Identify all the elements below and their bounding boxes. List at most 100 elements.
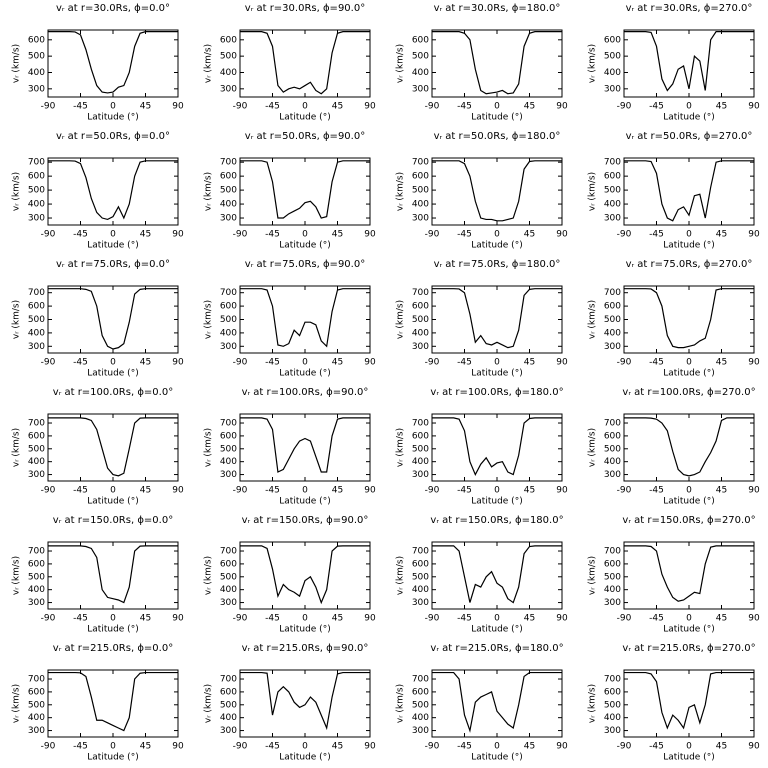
x-tick-label: 45: [140, 486, 151, 496]
panel-title: vᵣ at r=50.0Rs, ϕ=180.0°: [434, 131, 561, 142]
x-tick-label: -90: [41, 358, 56, 368]
x-tick-label: 90: [364, 230, 376, 240]
y-tick-label: 400: [220, 457, 237, 467]
x-tick-label: -45: [73, 102, 88, 112]
y-tick-label: 400: [220, 68, 237, 78]
y-tick-label: 400: [604, 68, 621, 78]
x-tick-label: 45: [332, 102, 343, 112]
panel-title: vᵣ at r=215.0Rs, ϕ=0.0°: [53, 643, 173, 654]
x-tick-label: -90: [233, 742, 248, 752]
y-axis-label: vᵣ (km/s): [396, 684, 406, 723]
y-tick-label: 300: [28, 214, 45, 224]
y-tick-label: 600: [604, 687, 621, 697]
x-axis-label: Latitude (°): [87, 369, 138, 379]
y-tick-label: 600: [220, 687, 237, 697]
y-tick-label: 500: [220, 700, 237, 710]
x-tick-label: 90: [364, 102, 376, 112]
x-tick-label: 90: [748, 614, 760, 624]
y-tick-label: 600: [412, 302, 429, 312]
x-tick-label: 45: [716, 102, 727, 112]
y-tick-label: 700: [220, 158, 237, 168]
x-tick-label: 45: [332, 230, 343, 240]
plot-frame: [239, 413, 371, 482]
data-line: [624, 671, 754, 730]
y-tick-label: 600: [220, 431, 237, 441]
x-tick-label: 45: [716, 486, 727, 496]
x-axis-label: Latitude (°): [663, 753, 714, 763]
x-axis-label: Latitude (°): [279, 753, 330, 763]
y-axis-label: vᵣ (km/s): [12, 428, 22, 467]
x-tick-label: -45: [457, 102, 472, 112]
y-tick-label: 600: [604, 559, 621, 569]
x-tick-label: -45: [649, 486, 664, 496]
y-tick-label: 700: [604, 419, 621, 429]
x-tick-label: 45: [524, 230, 535, 240]
x-axis-label: Latitude (°): [87, 753, 138, 763]
x-tick-label: -90: [617, 742, 632, 752]
x-tick-label: -45: [265, 358, 280, 368]
x-tick-label: 45: [716, 614, 727, 624]
plot-frame: [239, 29, 371, 98]
x-tick-label: 90: [748, 358, 760, 368]
y-tick-label: 400: [604, 585, 621, 595]
data-line: [48, 160, 178, 221]
x-tick-label: 45: [140, 742, 151, 752]
x-tick-label: 0: [494, 614, 500, 624]
y-axis-label: vᵣ (km/s): [12, 300, 22, 339]
x-tick-label: -90: [617, 614, 632, 624]
y-tick-label: 300: [220, 342, 237, 352]
y-axis-label: vᵣ (km/s): [588, 300, 598, 339]
x-tick-label: -90: [233, 614, 248, 624]
y-tick-label: 600: [604, 302, 621, 312]
y-tick-label: 500: [604, 315, 621, 325]
panel-title: vᵣ at r=75.0Rs, ϕ=180.0°: [434, 259, 561, 270]
y-axis-label: vᵣ (km/s): [12, 556, 22, 595]
y-tick-label: 400: [412, 68, 429, 78]
y-tick-label: 600: [412, 431, 429, 441]
y-axis-label: vᵣ (km/s): [588, 44, 598, 83]
plot-frame: [431, 157, 563, 226]
data-line: [432, 288, 562, 349]
x-tick-label: 90: [364, 486, 376, 496]
y-tick-label: 400: [604, 457, 621, 467]
x-tick-label: -45: [649, 230, 664, 240]
x-tick-label: 90: [556, 358, 568, 368]
x-tick-label: 90: [172, 614, 184, 624]
y-tick-label: 500: [604, 186, 621, 196]
y-tick-label: 300: [28, 726, 45, 736]
y-tick-label: 300: [412, 598, 429, 608]
y-tick-label: 300: [604, 598, 621, 608]
y-tick-label: 700: [412, 419, 429, 429]
y-tick-label: 400: [28, 200, 45, 210]
x-axis-label: Latitude (°): [663, 497, 714, 507]
y-tick-label: 400: [412, 200, 429, 210]
y-tick-label: 500: [604, 444, 621, 454]
x-tick-label: -45: [457, 230, 472, 240]
x-tick-label: 90: [364, 614, 376, 624]
y-tick-label: 500: [220, 572, 237, 582]
y-tick-label: 600: [28, 559, 45, 569]
y-tick-label: 500: [412, 186, 429, 196]
plot-frame: [431, 29, 563, 98]
y-tick-label: 700: [28, 158, 45, 168]
x-axis-label: Latitude (°): [87, 113, 138, 123]
plot-frame: [239, 541, 371, 610]
y-tick-label: 600: [412, 559, 429, 569]
x-tick-label: 90: [172, 102, 184, 112]
y-tick-label: 700: [28, 288, 45, 298]
panel-title: vᵣ at r=75.0Rs, ϕ=270.0°: [626, 259, 753, 270]
y-axis-label: vᵣ (km/s): [204, 684, 214, 723]
x-tick-label: -45: [457, 742, 472, 752]
y-tick-label: 600: [220, 172, 237, 182]
x-tick-label: -90: [617, 102, 632, 112]
plot-frame: [47, 157, 179, 226]
y-tick-label: 300: [604, 84, 621, 94]
y-tick-label: 500: [28, 444, 45, 454]
panel-title: vᵣ at r=50.0Rs, ϕ=270.0°: [626, 131, 753, 142]
y-tick-label: 300: [604, 726, 621, 736]
y-tick-label: 700: [220, 288, 237, 298]
x-tick-label: 45: [332, 742, 343, 752]
plot-frame: [47, 285, 179, 354]
x-tick-label: 45: [524, 486, 535, 496]
y-axis-label: vᵣ (km/s): [204, 556, 214, 595]
